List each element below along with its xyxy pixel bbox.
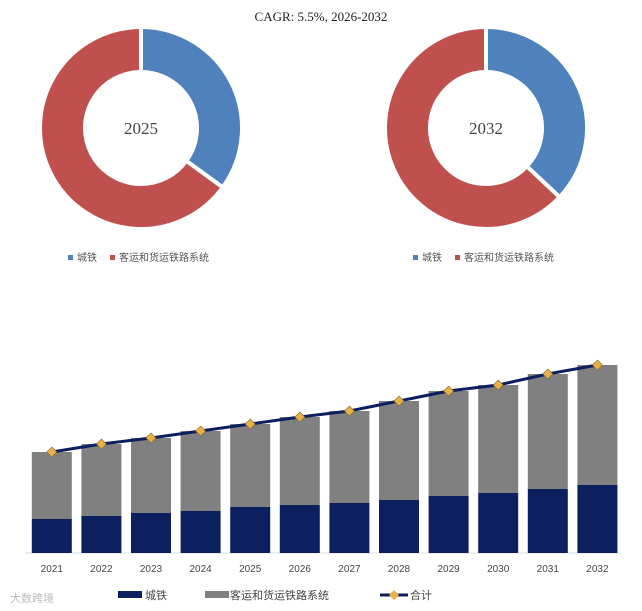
- x-tick-label: 2022: [90, 564, 113, 575]
- bar-segment-rail: [577, 365, 618, 485]
- bar-segment-chengtie: [31, 519, 72, 553]
- bar-segment-rail: [31, 452, 72, 519]
- donut-slice: [139, 24, 244, 191]
- donut-center-label: 2032: [469, 119, 503, 138]
- bar-segment-rail: [180, 431, 221, 511]
- x-tick-label: 2031: [537, 564, 560, 575]
- x-tick-label: 2025: [239, 564, 262, 575]
- total-marker: [443, 385, 455, 397]
- x-tick-label: 2030: [487, 564, 510, 575]
- legend-label: 客运和货运铁路系统: [230, 588, 329, 602]
- x-tick-label: 2026: [289, 564, 312, 575]
- legend-label: 城铁: [422, 251, 442, 264]
- legend-swatch: [118, 591, 142, 598]
- chart-title: CAGR: 5.5%, 2026-2032: [255, 9, 388, 24]
- total-line: [51, 363, 598, 454]
- donut-slice: [484, 24, 589, 200]
- x-tick-label: 2028: [388, 564, 411, 575]
- bar-segment-chengtie: [329, 503, 370, 553]
- legend-swatch: [110, 255, 115, 260]
- total-marker: [46, 446, 58, 458]
- legend-label: 城铁: [77, 251, 97, 264]
- bar-segment-chengtie: [577, 485, 618, 553]
- bar-segment-chengtie: [279, 505, 320, 553]
- bar-segment-chengtie: [527, 489, 568, 553]
- bar-segment-rail: [279, 417, 320, 505]
- bar-segment-chengtie: [131, 513, 171, 553]
- total-marker: [195, 425, 207, 437]
- legend-label: 客运和货运铁路系统: [464, 251, 554, 264]
- x-tick-label: 2024: [189, 564, 212, 575]
- bar-segment-chengtie: [379, 500, 419, 553]
- donut-2025: 2025 城铁 客运和货运铁路系统: [38, 24, 244, 264]
- donut-slice: [383, 24, 563, 231]
- bar-segment-chengtie: [230, 507, 271, 553]
- bar-segment-rail: [81, 444, 122, 516]
- legend-swatch: [205, 591, 229, 598]
- x-tick-label: 2029: [437, 564, 460, 575]
- bar-segment-chengtie: [428, 496, 469, 553]
- total-marker: [95, 438, 107, 450]
- x-tick-label: 2027: [338, 564, 361, 575]
- donut-center-label: 2025: [124, 119, 158, 138]
- bar-segment-rail: [379, 401, 419, 500]
- bar-segment-chengtie: [180, 511, 221, 553]
- legend-swatch: [413, 255, 418, 260]
- total-marker: [244, 418, 256, 430]
- bar-segment-chengtie: [478, 493, 519, 553]
- bar-segment-rail: [230, 424, 271, 507]
- watermark: 大数跨境: [10, 591, 54, 605]
- bar-segment-rail: [329, 411, 370, 503]
- legend-label: 合计: [410, 588, 432, 602]
- total-marker: [343, 405, 355, 417]
- total-marker: [492, 379, 504, 391]
- x-tick-label: 2023: [140, 564, 163, 575]
- total-marker: [591, 359, 603, 371]
- bar-segment-rail: [527, 374, 568, 489]
- total-marker: [145, 432, 157, 444]
- x-tick-label: 2032: [586, 564, 609, 575]
- total-marker: [542, 368, 554, 380]
- donut-2032: 2032 城铁 客运和货运铁路系统: [383, 24, 589, 264]
- legend-marker: [389, 590, 399, 600]
- legend-swatch: [455, 255, 460, 260]
- bar-segment-rail: [478, 385, 519, 493]
- total-marker: [294, 411, 306, 423]
- bar-segment-rail: [131, 438, 171, 513]
- total-marker: [393, 395, 405, 407]
- bar-segment-rail: [428, 391, 469, 496]
- legend-label: 城铁: [145, 589, 167, 602]
- legend-label: 客运和货运铁路系统: [119, 251, 209, 264]
- stacked-bar-chart: 2021 2022 2023 2024 2025 2026 2027 2028 2029 2030…: [25, 359, 620, 602]
- x-tick-label: 2021: [41, 564, 64, 575]
- bar-segment-chengtie: [81, 516, 122, 553]
- donut-slice: [38, 24, 226, 231]
- legend-swatch: [68, 255, 73, 260]
